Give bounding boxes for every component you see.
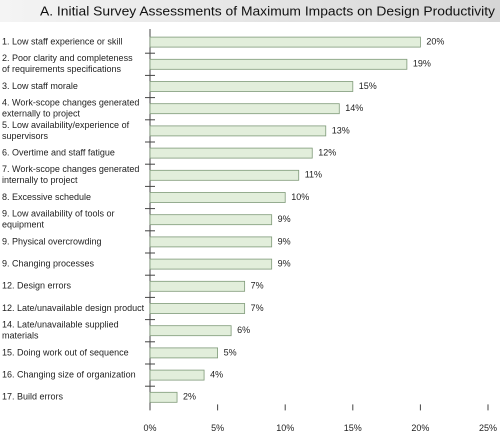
value-label: 19%	[413, 59, 431, 69]
category-label: materials	[2, 331, 39, 341]
category-label: 2. Poor clarity and completeness	[2, 53, 133, 63]
value-label: 11%	[305, 170, 322, 180]
category-label: 7. Work-scope changes generated	[2, 164, 139, 174]
bar	[149, 81, 354, 92]
x-tick-label: 15%	[344, 423, 362, 433]
value-label: 4%	[210, 369, 223, 379]
category-label: internally to project	[2, 175, 78, 185]
value-label: 20%	[426, 36, 444, 46]
category-label: 8. Excessive schedule	[2, 192, 91, 202]
bar	[149, 325, 232, 337]
value-label: 2%	[183, 392, 196, 402]
bar	[149, 36, 421, 48]
value-label: 9%	[278, 258, 291, 268]
value-label: 5%	[224, 347, 237, 357]
value-label: 9%	[278, 214, 291, 224]
value-label: 13%	[332, 125, 350, 135]
bar	[149, 347, 218, 359]
category-label: externally to project	[2, 109, 81, 119]
x-tick-label: 20%	[411, 423, 429, 433]
category-label: 6. Overtime and staff fatigue	[2, 147, 115, 157]
category-label: 9. Low availability of tools or	[2, 209, 115, 219]
value-label: 7%	[251, 303, 264, 313]
category-label: 1. Low staff experience or skill	[2, 36, 122, 46]
value-label: 7%	[251, 281, 264, 291]
category-label: 12. Late/unavailable design product	[2, 303, 145, 313]
title-band	[0, 0, 500, 22]
value-label: 6%	[237, 325, 250, 335]
category-label: 15. Doing work out of sequence	[2, 347, 129, 357]
bar	[149, 125, 327, 137]
category-label: 5. Low availability/experience of	[2, 120, 130, 130]
category-label: 3. Low staff morale	[2, 81, 78, 91]
category-label: 9. Changing processes	[2, 258, 95, 268]
bar	[149, 58, 408, 70]
bar	[149, 169, 300, 181]
value-label: 12%	[318, 147, 336, 157]
bar	[149, 236, 273, 248]
category-label: 4. Work-scope changes generated	[2, 98, 139, 108]
category-label: 12. Design errors	[2, 281, 72, 291]
value-label: 9%	[278, 236, 291, 246]
bar	[149, 303, 246, 314]
category-label: of requirements specifications	[2, 64, 122, 74]
category-label: 17. Build errors	[2, 392, 64, 402]
bar	[149, 369, 205, 381]
bar	[149, 103, 340, 115]
x-tick-label: 5%	[211, 423, 224, 433]
x-tick-label: 25%	[479, 423, 497, 433]
bar	[149, 258, 273, 270]
category-label: 14. Late/unavailable supplied	[2, 320, 119, 330]
value-label: 14%	[345, 103, 363, 113]
value-label: 15%	[359, 81, 377, 91]
category-label: supervisors	[2, 131, 49, 141]
bar	[149, 147, 313, 159]
x-tick-label: 10%	[276, 423, 294, 433]
category-label: 16. Changing size of organization	[2, 369, 136, 379]
category-label: 9. Physical overcrowding	[2, 236, 102, 246]
category-label: equipment	[2, 220, 45, 230]
bar	[149, 192, 286, 203]
bar	[149, 214, 273, 226]
value-label: 10%	[291, 192, 309, 202]
bar	[149, 280, 246, 292]
bar	[149, 391, 178, 403]
x-tick-label: 0%	[143, 423, 156, 433]
chart-title: A. Initial Survey Assessments of Maximum…	[40, 4, 496, 18]
